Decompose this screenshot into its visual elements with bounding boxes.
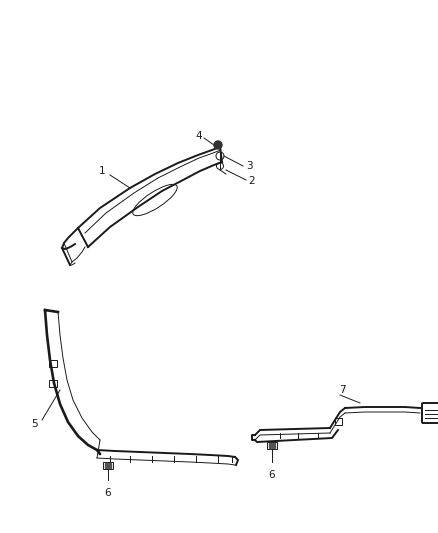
Text: 5: 5 [32, 419, 38, 429]
Text: 4: 4 [195, 131, 202, 141]
Circle shape [214, 141, 222, 149]
Text: 1: 1 [99, 166, 105, 176]
Text: 6: 6 [268, 470, 276, 480]
Text: 7: 7 [339, 385, 345, 395]
Bar [269, 443, 275, 448]
Text: 6: 6 [105, 488, 111, 498]
Bar [49, 360, 57, 367]
Bar [267, 442, 277, 449]
Text: 2: 2 [248, 176, 254, 186]
Bar [105, 463, 111, 468]
Bar [103, 462, 113, 469]
Bar [49, 380, 57, 387]
Bar [335, 418, 342, 425]
Text: 3: 3 [246, 161, 253, 171]
